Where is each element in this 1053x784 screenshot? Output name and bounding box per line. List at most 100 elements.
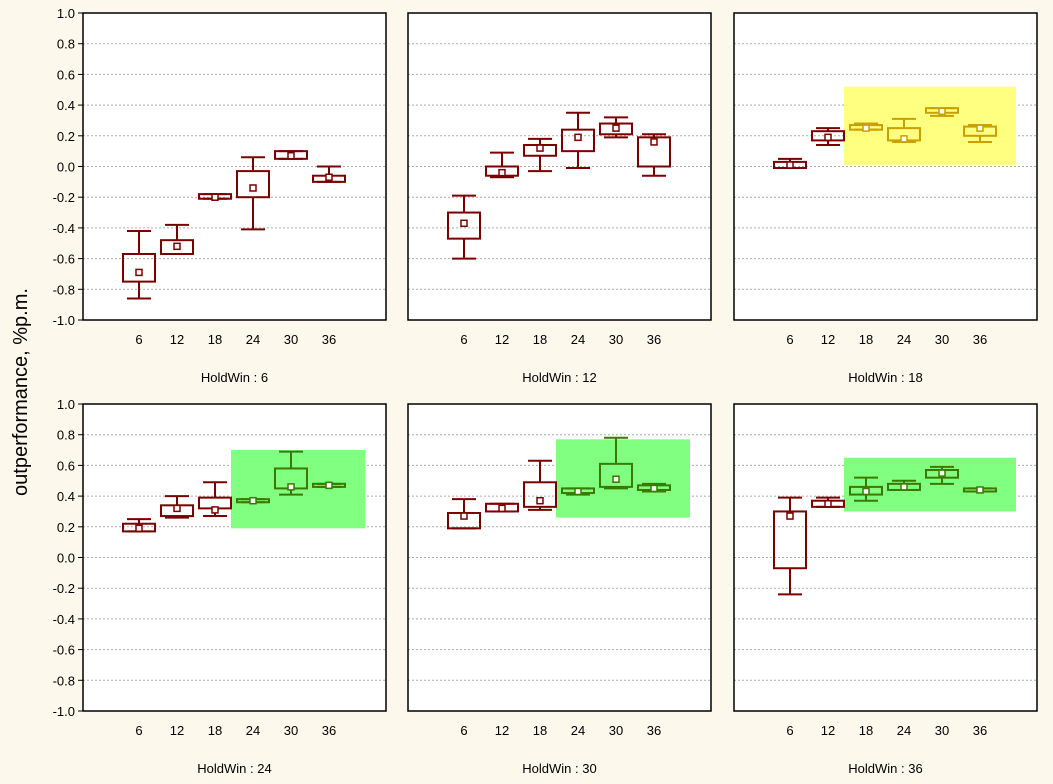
mean-marker <box>900 483 908 491</box>
box-18 <box>849 122 883 132</box>
y-axis-label: outperformance, %p.m. <box>10 288 32 496</box>
box-24 <box>236 156 270 231</box>
y-tick-label: -0.8 <box>53 282 75 297</box>
box-18 <box>198 193 232 201</box>
y-tick-label: -1.0 <box>53 313 75 328</box>
mean-marker <box>249 496 257 505</box>
chart-panel-6: 6 12 18 24 30 36 HoldWin : 36 <box>733 403 1038 776</box>
box-12 <box>485 151 519 179</box>
box-24 <box>561 111 595 170</box>
mean-marker <box>612 475 620 483</box>
x-tick-label: 30 <box>284 723 298 738</box>
mean-marker <box>173 242 181 251</box>
x-tick-label: 36 <box>973 332 987 347</box>
mean-marker <box>976 486 984 494</box>
mean-marker <box>862 487 870 496</box>
box-body <box>773 510 807 570</box>
box-30 <box>599 436 633 490</box>
mean-marker <box>173 504 181 513</box>
x-tick-label: 18 <box>859 723 873 738</box>
box-6 <box>773 157 807 170</box>
box-30 <box>274 150 308 160</box>
y-tick-label: 0.4 <box>57 98 75 113</box>
x-tick-label: 12 <box>495 332 509 347</box>
y-tick-label: 0.4 <box>57 489 75 504</box>
x-tick-label: 36 <box>322 723 336 738</box>
plot-frame <box>407 403 712 712</box>
box-18 <box>849 476 883 502</box>
box-36 <box>312 481 346 490</box>
chart-panel-1: 1.0 0.8 0.6 0.4 0.2 0.0 -0.2 -0.4 -0.6 -0.8 -1.0 6 1… <box>53 6 387 385</box>
x-tick-label: 12 <box>821 332 835 347</box>
y-tick-label: -0.4 <box>53 612 75 627</box>
panel-title: HoldWin : 6 <box>201 370 268 385</box>
y-tick-label: -0.8 <box>53 673 75 688</box>
box-30 <box>925 107 959 117</box>
box-24 <box>236 496 270 505</box>
y-tick-label: 0.6 <box>57 458 75 473</box>
x-tick-label: 24 <box>571 332 585 347</box>
box-36 <box>312 165 346 183</box>
x-tick-label: 12 <box>495 723 509 738</box>
box-body <box>447 211 481 240</box>
x-tick-label: 36 <box>647 723 661 738</box>
box-12 <box>485 502 519 513</box>
mean-marker <box>325 481 333 490</box>
box-36 <box>637 482 671 493</box>
x-tick-label: 12 <box>821 723 835 738</box>
box-24 <box>887 479 921 491</box>
mean-marker <box>536 496 544 505</box>
plot-frame <box>733 403 1038 712</box>
mean-marker <box>287 152 295 160</box>
x-tick-label: 18 <box>533 332 547 347</box>
y-tick-label: 0.8 <box>57 428 75 443</box>
chart-panel-3: 6 12 18 24 30 36 HoldWin : 18 <box>733 12 1038 385</box>
mean-marker <box>325 173 333 181</box>
panel-title: HoldWin : 30 <box>522 761 596 776</box>
mean-marker <box>498 504 506 513</box>
mean-marker <box>498 168 506 177</box>
y-tick-label: -0.6 <box>53 252 75 267</box>
y-tick-label: -0.2 <box>53 190 75 205</box>
y-tick-label: -1.0 <box>53 704 75 719</box>
y-tick-label: -0.2 <box>53 581 75 596</box>
mean-marker <box>287 483 295 491</box>
box-body <box>561 128 595 153</box>
y-tick-label: -0.6 <box>53 643 75 658</box>
mean-marker <box>824 133 832 142</box>
box-body <box>599 462 633 488</box>
panel-title: HoldWin : 36 <box>848 761 922 776</box>
x-tick-label: 6 <box>460 723 467 738</box>
x-tick-label: 30 <box>609 723 623 738</box>
x-tick-label: 30 <box>935 723 949 738</box>
box-30 <box>599 116 633 139</box>
mean-marker <box>900 135 908 143</box>
y-tick-label: 0.6 <box>57 67 75 82</box>
y-tick-label: 1.0 <box>57 397 75 412</box>
box-36 <box>963 124 997 143</box>
plot-frame <box>733 12 1038 321</box>
box-12 <box>160 495 194 519</box>
box-body <box>236 170 270 199</box>
y-tick-label: 0.0 <box>57 160 75 175</box>
x-tick-label: 6 <box>786 723 793 738</box>
x-tick-label: 24 <box>246 723 260 738</box>
x-tick-label: 6 <box>786 332 793 347</box>
mean-marker <box>786 512 794 520</box>
x-tick-label: 24 <box>571 723 585 738</box>
mean-marker <box>938 107 946 115</box>
panel-title: HoldWin : 18 <box>848 370 922 385</box>
box-12 <box>811 127 845 147</box>
x-tick-label: 30 <box>935 332 949 347</box>
box-18 <box>523 459 557 511</box>
x-tick-label: 12 <box>170 332 184 347</box>
box-36 <box>963 486 997 494</box>
box-body <box>122 252 156 283</box>
x-tick-label: 24 <box>897 332 911 347</box>
mean-marker <box>824 500 832 508</box>
mean-marker <box>976 124 984 132</box>
box-12 <box>811 496 845 508</box>
box-18 <box>198 481 232 518</box>
mean-marker <box>135 268 143 277</box>
